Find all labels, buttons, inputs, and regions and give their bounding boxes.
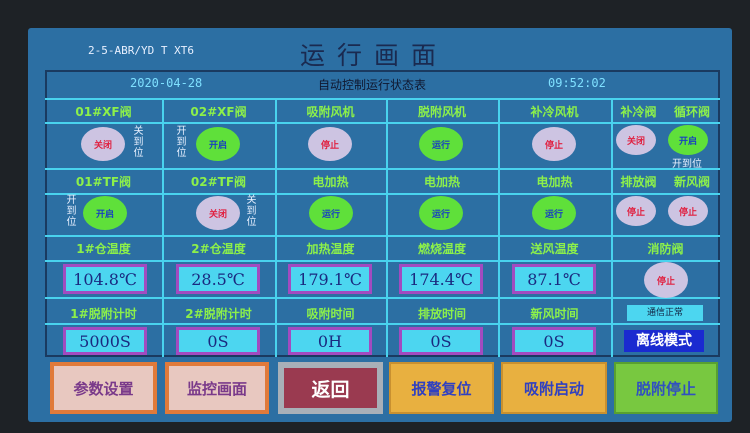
label-heater-1: 电加热 [312, 175, 349, 189]
desorb-timer-2-value[interactable]: 0S [176, 327, 260, 355]
desorb-stop-button[interactable]: 脱附停止 [614, 362, 718, 414]
02xf-valve-indicator[interactable]: 开启 [196, 127, 240, 161]
cooling-valve-indicator[interactable]: 关闭 [616, 125, 656, 155]
label-desorb-timer-2: 2#脱附计时 [185, 307, 252, 321]
closed-position-label: 关到位 [246, 195, 257, 228]
label-fresh-air-time: 新风时间 [530, 307, 579, 321]
label-01tf-valve: 01#TF阀 [75, 175, 132, 189]
fire-valve-indicator[interactable]: 停止 [644, 262, 688, 298]
model-label: 2-5-ABR/YD T XT6 [88, 44, 194, 57]
page-title: 运行画面 [300, 41, 449, 70]
grid-line [498, 98, 500, 357]
date-display: 2020-04-28 [130, 76, 203, 90]
supply-air-temp-value: 87.1℃ [512, 264, 596, 294]
label-heater-3: 电加热 [536, 175, 573, 189]
label-02xf-valve: 02#XF阀 [190, 105, 247, 119]
grid-line [162, 98, 164, 357]
label-heater-2: 电加热 [423, 175, 460, 189]
table-title: 自动控制运行状态表 [318, 78, 427, 92]
label-fire-valve: 消防阀 [647, 242, 684, 256]
comm-status-badge: 通信正常 [627, 305, 703, 321]
label-combustion-temp: 燃烧温度 [417, 242, 466, 256]
label-adsorb-time: 吸附时间 [306, 307, 355, 321]
status-table [45, 70, 720, 357]
label-bin1-temp: 1#仓温度 [76, 242, 131, 256]
grid-line [45, 193, 720, 195]
label-adsorb-fan: 吸附风机 [306, 105, 355, 119]
circulation-valve-indicator[interactable]: 开启 [668, 125, 708, 155]
label-circulation-valve: 循环阀 [673, 105, 710, 119]
label-exhaust-valve: 排放阀 [620, 175, 657, 189]
exhaust-time-value[interactable]: 0S [399, 327, 483, 355]
grid-line [45, 235, 720, 237]
grid-line [611, 98, 613, 357]
open-position-label: 开到位 [176, 126, 187, 159]
01xf-valve-indicator[interactable]: 关闭 [81, 127, 125, 161]
back-button[interactable]: 返回 [278, 362, 383, 414]
02tf-valve-indicator[interactable]: 关闭 [196, 196, 240, 230]
heater-2-indicator[interactable]: 运行 [419, 196, 463, 230]
monitor-screen-button[interactable]: 监控画面 [165, 362, 269, 414]
heater-1-indicator[interactable]: 运行 [309, 196, 353, 230]
01tf-valve-indicator[interactable]: 开启 [83, 196, 127, 230]
time-display: 09:52:02 [548, 76, 606, 90]
grid-line [45, 297, 720, 299]
open-position-label: 开到位 [66, 195, 77, 228]
label-exhaust-time: 排放时间 [417, 307, 466, 321]
grid-line [275, 98, 277, 357]
grid-line [45, 98, 720, 100]
label-heating-temp: 加热温度 [306, 242, 355, 256]
fresh-air-time-value[interactable]: 0S [512, 327, 596, 355]
label-01xf-valve: 01#XF阀 [75, 105, 132, 119]
label-supply-air-temp: 送风温度 [530, 242, 579, 256]
grid-line [386, 98, 388, 357]
parameter-settings-button[interactable]: 参数设置 [50, 362, 157, 414]
bin1-temp-value: 104.8℃ [63, 264, 147, 294]
combustion-temp-value: 174.4℃ [399, 264, 483, 294]
adsorb-fan-indicator[interactable]: 停止 [308, 127, 352, 161]
alarm-reset-button[interactable]: 报警复位 [389, 362, 494, 414]
label-desorb-timer-1: 1#脱附计时 [70, 307, 137, 321]
grid-line [45, 323, 720, 325]
bin2-temp-value: 28.5℃ [176, 264, 260, 294]
closed-position-label: 关到位 [133, 126, 144, 159]
grid-line [45, 260, 720, 262]
heating-temp-value: 179.1℃ [288, 264, 372, 294]
label-desorb-fan: 脱附风机 [417, 105, 466, 119]
label-bin2-temp: 2#仓温度 [191, 242, 246, 256]
exhaust-valve-indicator[interactable]: 停止 [616, 196, 656, 226]
grid-line [45, 168, 720, 170]
label-02tf-valve: 02#TF阀 [190, 175, 247, 189]
label-fresh-air-valve: 新风阀 [673, 175, 710, 189]
fresh-air-valve-indicator[interactable]: 停止 [668, 196, 708, 226]
desorb-timer-1-value[interactable]: 5000S [63, 327, 147, 355]
heater-3-indicator[interactable]: 运行 [532, 196, 576, 230]
adsorb-start-button[interactable]: 吸附启动 [501, 362, 607, 414]
offline-mode-button[interactable]: 离线模式 [624, 330, 704, 352]
cooling-fan-indicator[interactable]: 停止 [532, 127, 576, 161]
adsorb-time-value[interactable]: 0H [288, 327, 372, 355]
circulation-open-position-label: 开到位 [672, 159, 702, 170]
desorb-fan-indicator[interactable]: 运行 [419, 127, 463, 161]
grid-line [45, 122, 720, 124]
label-cooling-fan: 补冷风机 [530, 105, 579, 119]
label-cooling-valve: 补冷阀 [620, 105, 657, 119]
